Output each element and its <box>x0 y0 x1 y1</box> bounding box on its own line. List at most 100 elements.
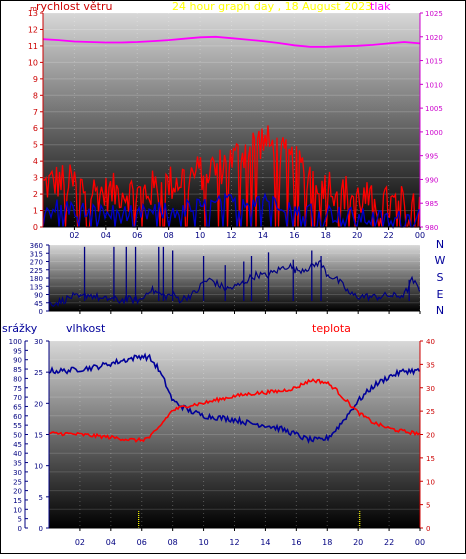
temperature-line <box>48 378 421 443</box>
temperature-ytick-label: 10 <box>426 478 435 486</box>
pressure-ytick-label: 995 <box>425 153 438 161</box>
rain-ytick-label: 0 <box>18 525 22 533</box>
temperature-ytick-label: 0 <box>426 525 430 533</box>
wind-xtick-label: 10 <box>195 231 205 240</box>
humidity-xtick-label: 16 <box>291 538 301 547</box>
wind-xtick-label: 06 <box>132 231 142 240</box>
wind-xtick-label: 08 <box>164 231 174 240</box>
direction-plot-area <box>49 245 420 311</box>
rain-ytick-label: 20 <box>13 488 22 496</box>
rain-ytick-label: 60 <box>13 413 22 421</box>
wind-ytick-label: 11 <box>28 42 38 51</box>
wind-xtick-label: 14 <box>258 231 268 240</box>
pressure-ytick-label: 985 <box>425 200 438 208</box>
wind-xtick-label: 22 <box>383 231 393 240</box>
pressure-line <box>42 35 421 48</box>
temperature-ytick-label: 5 <box>426 502 430 510</box>
rain-ytick-label: 90 <box>13 357 22 365</box>
pressure-ytick-label: 990 <box>425 176 438 184</box>
wind-ytick-label: 7 <box>33 108 38 117</box>
humidity-xtick-label: 14 <box>260 538 270 547</box>
humidity-ytick-label: 15 <box>34 432 43 440</box>
wind-ytick-label: 13 <box>28 9 38 18</box>
direction-label-n-bottom: N <box>436 304 444 317</box>
wind-ytick-label: 0 <box>33 223 38 232</box>
direction-label-w: W <box>435 254 446 267</box>
wind-xtick-label: 04 <box>101 231 111 240</box>
wind-xtick-label: 16 <box>289 231 299 240</box>
wind-ytick-label: 3 <box>33 174 38 183</box>
direction-ytick-label: 135 <box>30 283 43 291</box>
direction-label-e: E <box>437 288 444 301</box>
wind-direction-line <box>48 259 421 308</box>
humidity-ytick-label: 20 <box>34 400 43 408</box>
temperature-ytick-label: 35 <box>426 361 435 369</box>
humidity-plot-area <box>49 341 420 528</box>
rain-axis-label: srážky <box>2 322 38 335</box>
rain-ytick-label: 5 <box>18 516 22 524</box>
rain-ytick-label: 85 <box>13 366 22 374</box>
wind-ytick-label: 10 <box>28 58 38 67</box>
wind-xtick-label: 02 <box>69 231 79 240</box>
humidity-xtick-label: 10 <box>198 538 208 547</box>
direction-ytick-label: 90 <box>34 292 43 300</box>
wind-speed-label: rychlost větru <box>36 0 112 13</box>
wind-average-line <box>42 192 420 230</box>
temperature-ytick-label: 25 <box>426 408 435 416</box>
humidity-ytick-label: 10 <box>34 463 43 471</box>
direction-ytick-label: 0 <box>39 308 43 316</box>
direction-ytick-label: 45 <box>34 300 43 308</box>
wind-ytick-label: 1 <box>33 207 38 216</box>
wind-xtick-label: 00 <box>415 231 425 240</box>
wind-unit-label: m <box>30 5 37 13</box>
direction-ytick-label: 270 <box>30 259 43 267</box>
direction-ytick-label: 225 <box>30 267 43 275</box>
rain-ytick-label: 35 <box>13 460 22 468</box>
direction-label-s: S <box>437 271 444 284</box>
pressure-ytick-label: 980 <box>425 224 438 232</box>
wind-ytick-label: 5 <box>33 141 38 150</box>
rain-ytick-label: 65 <box>13 403 22 411</box>
pressure-ytick-label: 1015 <box>425 58 443 66</box>
humidity-xtick-label: 18 <box>322 538 332 547</box>
rain-ytick-label: 75 <box>13 385 22 393</box>
rain-ytick-label: 25 <box>13 478 22 486</box>
direction-ytick-label: 315 <box>30 250 43 258</box>
direction-label-n-top: N <box>436 238 444 251</box>
rain-ytick-label: 70 <box>13 394 22 402</box>
humidity-xtick-label: 08 <box>168 538 178 547</box>
rain-ytick-label: 10 <box>13 506 22 514</box>
pressure-ytick-label: 1010 <box>425 81 443 89</box>
rain-ytick-label: 50 <box>13 432 22 440</box>
humidity-axis-label: vlhkost <box>66 322 106 335</box>
humidity-ytick-label: 0 <box>39 525 43 533</box>
wind-xtick-label: 20 <box>352 231 362 240</box>
wind-ytick-label: 6 <box>33 124 38 133</box>
pressure-ytick-label: 1000 <box>425 129 443 137</box>
humidity-xtick-label: 12 <box>229 538 239 547</box>
rain-ytick-label: 45 <box>13 441 22 449</box>
rain-ytick-label: 55 <box>13 422 22 430</box>
wind-xtick-label: 12 <box>226 231 236 240</box>
series-layer <box>42 35 421 528</box>
wind-ytick-label: 12 <box>28 25 38 34</box>
rain-ytick-label: 40 <box>13 450 22 458</box>
humidity-xtick-label: 04 <box>106 538 116 547</box>
wind-ytick-label: 2 <box>33 190 38 199</box>
axes-layer: 012345678910111213m980985990995100010051… <box>9 5 443 547</box>
wind-gust-line <box>42 125 421 228</box>
pressure-ytick-label: 1005 <box>425 105 443 113</box>
pressure-ytick-label: 1020 <box>425 34 443 42</box>
wind-ytick-label: 9 <box>33 75 38 84</box>
direction-ytick-label: 360 <box>30 242 43 250</box>
rain-ytick-label: 15 <box>13 497 22 505</box>
rain-ytick-label: 95 <box>13 347 22 355</box>
temperature-axis-label: teplota <box>312 322 351 335</box>
pressure-label: tlak <box>370 0 391 13</box>
chart-title: 24 hour graph day , 18 August 2023 <box>172 0 372 13</box>
rain-ytick-label: 100 <box>9 338 22 346</box>
direction-ytick-label: 180 <box>30 275 43 283</box>
temperature-ytick-label: 30 <box>426 385 435 393</box>
temperature-ytick-label: 40 <box>426 338 435 346</box>
wind-ytick-label: 8 <box>33 91 38 100</box>
